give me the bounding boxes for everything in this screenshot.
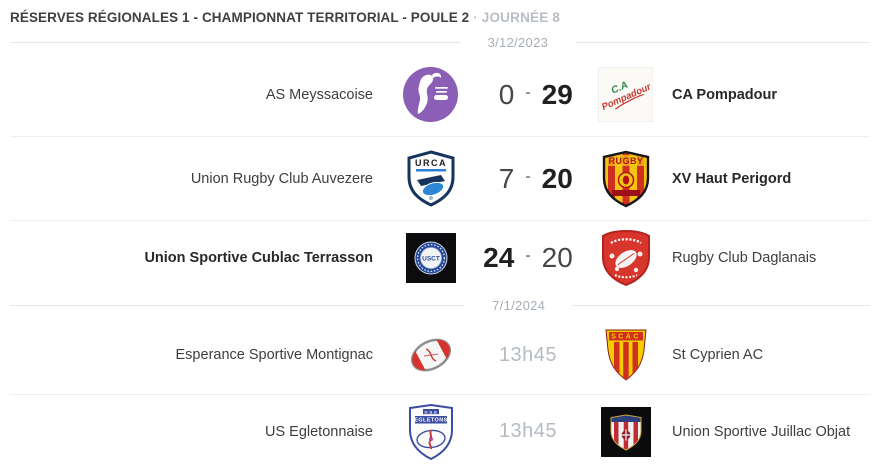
away-team-name: CA Pompadour [672,86,777,103]
svg-text:RUGBY: RUGBY [608,156,643,166]
away-score: 20 [541,162,573,194]
separator-line [10,41,460,43]
usct-crest-icon: USCT [405,232,456,283]
away-team-name: Union Sportive Juillac Objat [672,423,851,440]
away-team-name: XV Haut Perigord [672,170,792,187]
urca-crest-icon: URCA [407,149,454,207]
away-team-name: Rugby Club Daglanais [672,249,817,266]
us-egletonnaise-crest-icon: U.S.E EGLETONS [408,403,453,460]
ca-pompadour-logo: C.A Pompadour [583,67,668,122]
match-row-cublac-daglanais[interactable]: Union Sportive Cublac Terrasson USCT 24 … [10,221,870,294]
title-separator: · [473,10,478,25]
urca-logo: URCA [388,149,473,208]
as-meyssacoise-logo [388,66,473,123]
match-row-egletonnaise-juillacobjat[interactable]: US Egletonnaise U.S.E EGLETONS 13h45 [10,395,870,468]
separator-line [576,41,870,43]
match-score: 24 - 20 [473,241,583,273]
match-score: 7 - 20 [473,162,583,194]
us-egletonnaise-logo: U.S.E EGLETONS [388,403,473,461]
xv-haut-perigord-logo: RUGBY [583,150,668,208]
us-juillac-objat-crest-icon [600,406,651,457]
match-row-meyssacoise-pompadour[interactable]: AS Meyssacoise 0 - 29 C.A Pompadour [10,53,870,137]
home-team-name: AS Meyssacoise [265,86,373,103]
away-score: 20 [541,241,573,273]
svg-text:U.S.E: U.S.E [424,409,437,414]
widget-header: RÉSERVES RÉGIONALES 1 - CHAMPIONNAT TERR… [10,0,870,31]
kickoff-time: 13h45 [498,420,558,442]
match-row-montignac-stcyprien[interactable]: Esperance Sportive Montignac 13h45 [10,316,870,395]
away-team-name: St Cyprien AC [672,347,764,363]
home-team-name: Esperance Sportive Montignac [175,347,373,363]
home-score: 7 [498,162,515,194]
kickoff-time: 13h45 [498,343,558,366]
score-separator: - [525,246,531,264]
ca-pompadour-crest-icon: C.A Pompadour [598,67,653,122]
rc-daglanais-logo [583,229,668,287]
competition-title: RÉSERVES RÉGIONALES 1 - CHAMPIONNAT TERR… [10,10,470,25]
st-cyprien-ac-crest-icon: SCAC [604,329,647,381]
home-team-name: Union Rugby Club Auvezere [190,170,373,187]
score-separator: - [525,167,531,185]
as-meyssacoise-crest-icon [403,67,458,122]
separator-line [573,304,870,306]
rc-daglanais-crest-icon [601,229,650,286]
separator-line [10,304,465,306]
es-montignac-logo [388,328,473,382]
date-separator: 7/1/2024 [10,294,870,316]
st-cyprien-ac-logo: SCAC [583,326,668,384]
us-juillac-objat-logo [583,406,668,457]
match-row-auvezere-hautperigord[interactable]: Union Rugby Club Auvezere URCA 7 - 20 [10,137,870,221]
home-team-name: US Egletonnaise [264,423,373,440]
date-label: 7/1/2024 [492,297,546,313]
svg-text:EGLETONS: EGLETONS [414,417,447,423]
date-separator: 3/12/2023 [10,31,870,53]
xv-haut-perigord-crest-icon: RUGBY [602,150,649,207]
es-montignac-crest-icon [406,333,455,377]
round-label: JOURNÉE 8 [481,10,561,25]
home-score: 0 [498,78,515,110]
home-team-name: Union Sportive Cublac Terrasson [144,249,373,266]
svg-text:SCAC: SCAC [611,334,641,341]
away-score: 29 [541,78,573,110]
match-score: 0 - 29 [473,78,583,110]
score-separator: - [525,83,531,101]
date-label: 3/12/2023 [487,34,549,50]
svg-text:URCA: URCA [415,158,447,168]
home-score: 24 [483,241,515,273]
usct-logo: USCT [388,232,473,283]
svg-text:USCT: USCT [422,255,440,262]
